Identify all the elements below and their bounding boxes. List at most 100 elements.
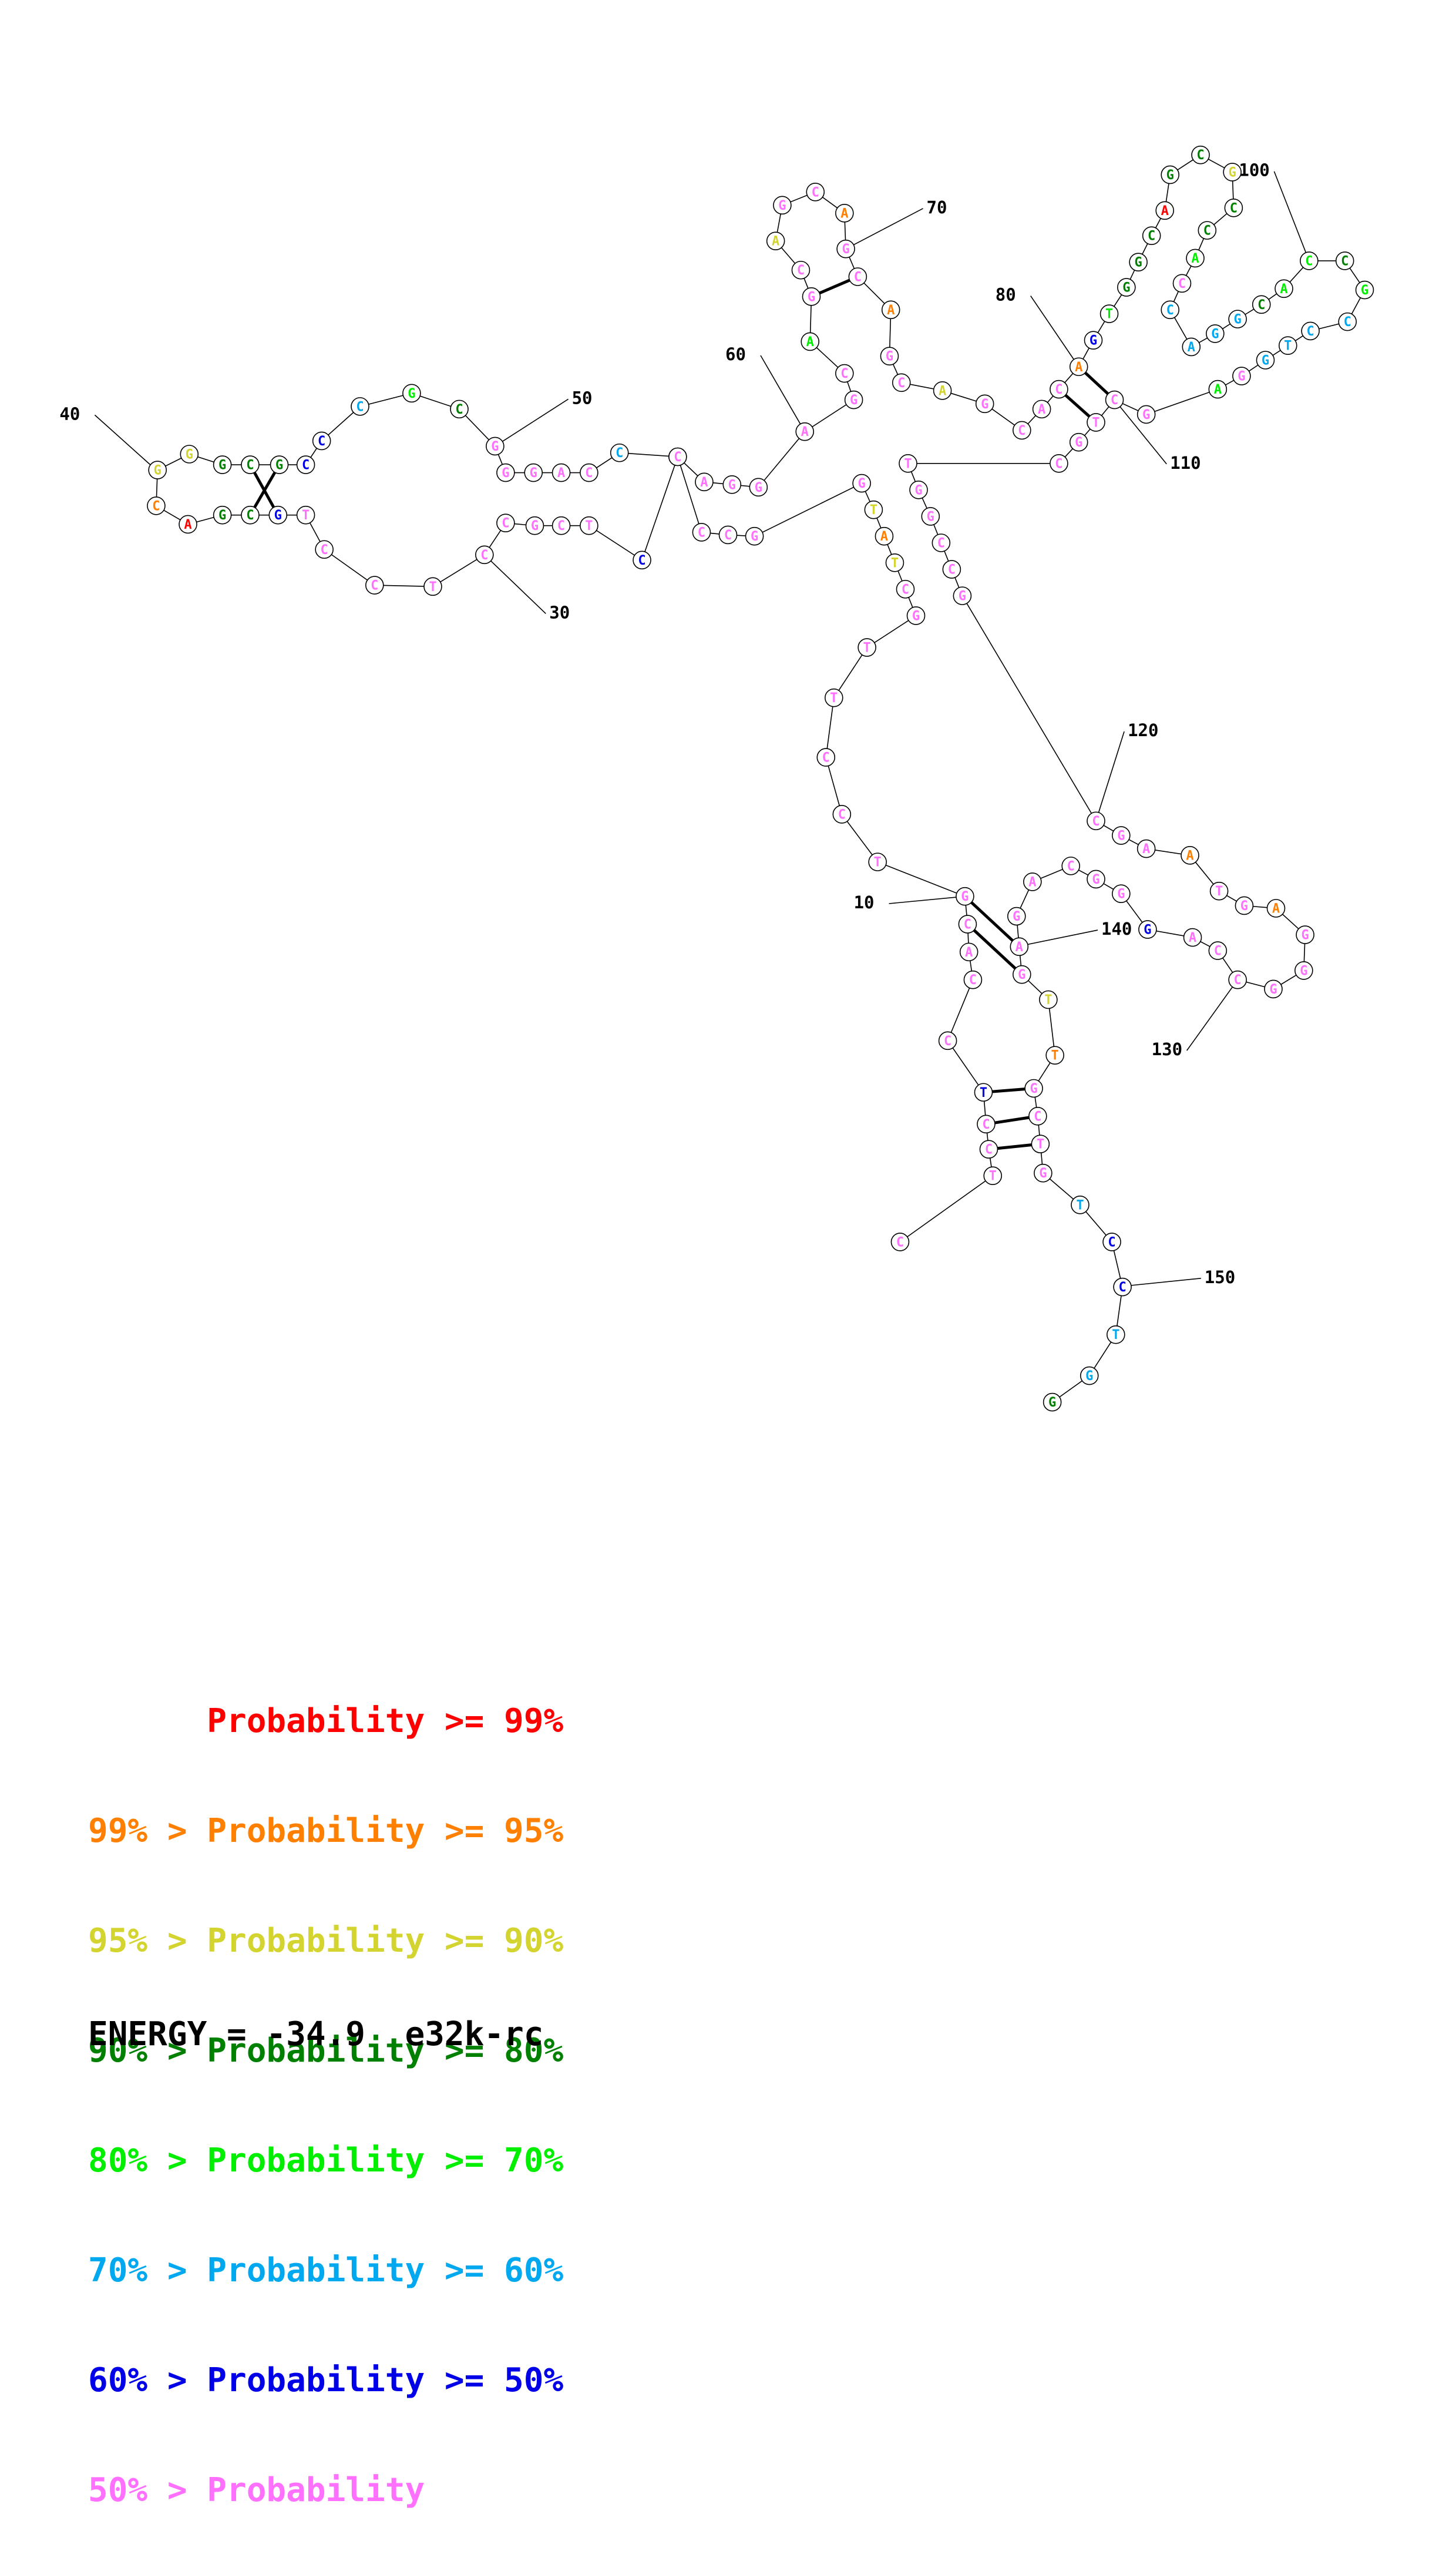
nucleotide-letter: C [1196,148,1204,163]
nucleotide-circle [1039,990,1058,1009]
nucleotide-letter: G [1090,334,1097,348]
nucleotide-53: G [524,463,543,482]
nucleotide-circle [450,400,469,419]
nucleotide-letter: C [1111,393,1118,408]
nucleotide-circle [1172,274,1192,293]
nucleotide-20: T [864,500,883,519]
nucleotide-letter: A [939,384,946,398]
nucleotide-letter: G [186,447,193,462]
nucleotide-letter: T [1076,1198,1084,1213]
base-pair-bond [1084,371,1109,395]
nucleotide-letter: C [1034,1109,1041,1124]
position-label-50: 50 [572,388,593,408]
nucleotide-letter: C [1214,944,1222,959]
nucleotide-circle [1338,312,1357,331]
nucleotide-letter: G [842,242,849,257]
nucleotide-26: C [633,551,651,570]
nucleotide-letter: G [886,350,893,364]
nucleotide-circle [1045,1046,1064,1065]
nucleotide-122: G [1112,826,1131,845]
nucleotide-letter: C [944,1034,951,1049]
nucleotide-110: G [1136,405,1156,424]
nucleotide-52: G [496,463,515,482]
nucleotide-121: C [1087,811,1105,831]
nucleotide-letter: C [1055,382,1062,397]
nucleotide-letter: G [530,466,537,481]
base-pair-bond [253,471,277,508]
nucleotide-letter: G [1142,408,1150,422]
nucleotide-67: A [766,231,785,250]
nucleotide-99: C [1252,295,1271,314]
nucleotide-81: A [1069,357,1088,377]
nucleotide-letter: G [154,464,162,478]
nucleotide-circle [802,287,821,306]
nucleotide-circle [1294,961,1313,980]
nucleotide-circle [983,1166,1003,1186]
nucleotide-14: T [824,688,843,707]
nucleotide-147: G [1034,1163,1053,1183]
position-tick [760,355,805,432]
nucleotide-80: C [1050,380,1068,399]
nucleotide-131: C [1228,970,1247,989]
nucleotide-125: T [1209,881,1229,901]
nucleotide-letter: C [797,263,805,278]
nucleotide-letter: A [965,945,973,960]
position-label-140: 140 [1101,919,1132,939]
nucleotide-circle [979,1140,998,1159]
nucleotide-circle [1278,336,1297,355]
nucleotide-letter: T [1284,339,1292,354]
nucleotide-circle [1161,300,1180,320]
nucleotide-circle [312,431,331,451]
nucleotide-letter: C [812,185,819,200]
nucleotide-circle [975,394,994,414]
nucleotide-18: T [885,553,904,572]
nucleotide-letter: C [982,1117,990,1132]
nucleotide-circle [953,586,972,605]
nucleotide-circle [1224,199,1243,217]
nucleotide-102: C [1335,251,1354,270]
legend-row-6: 70% > Probability >= 60% [88,2251,564,2290]
nucleotide-42: G [180,445,199,464]
nucleotide-letter: A [806,335,814,350]
nucleotide-84: G [1117,278,1136,297]
nucleotide-93: A [1186,249,1205,268]
nucleotide-circle [402,384,421,403]
nucleotide-letter: G [1013,909,1020,924]
nucleotide-152: G [1080,1366,1099,1385]
nucleotide-letter: T [980,1086,987,1100]
nucleotide-letter: T [891,556,899,570]
nucleotide-91: C [1224,199,1243,217]
position-tick [845,208,923,250]
nucleotide-136: G [1087,870,1105,889]
nucleotide-circle [722,475,742,494]
nucleotide-letter: G [274,508,282,523]
nucleotide-circle [1198,221,1217,240]
nucleotide-62: G [844,390,863,409]
nucleotide-circle [896,580,915,599]
position-tick [1273,171,1310,261]
nucleotide-11: T [868,852,887,871]
nucleotide-82: G [1084,331,1103,350]
nucleotide-letter: G [1300,964,1307,978]
nucleotide-letter: C [838,807,846,822]
nucleotide-circle [1034,1163,1053,1183]
nucleotide-letter: C [1341,254,1349,268]
nucleotide-circle [1102,1233,1121,1251]
nucleotide-letter: C [1234,973,1242,988]
nucleotide-150: C [1113,1277,1132,1297]
nucleotide-letter: G [981,397,988,412]
nucleotide-letter: C [902,582,909,597]
nucleotide-7: C [963,970,983,989]
nucleotide-circle [933,381,952,400]
nucleotide-39: A [179,515,197,534]
nucleotide-circle [1186,249,1205,268]
nucleotide-132: C [1208,941,1228,960]
nucleotide-circle [1181,846,1199,865]
nucleotide-circle [1084,331,1103,350]
nucleotide-circle [1266,899,1286,918]
nucleotide-59: G [722,475,742,494]
position-label-70: 70 [927,197,947,217]
nucleotide-112: T [1087,413,1105,432]
nucleotide-letter: C [1055,457,1062,471]
nucleotide-circle [1136,839,1156,858]
